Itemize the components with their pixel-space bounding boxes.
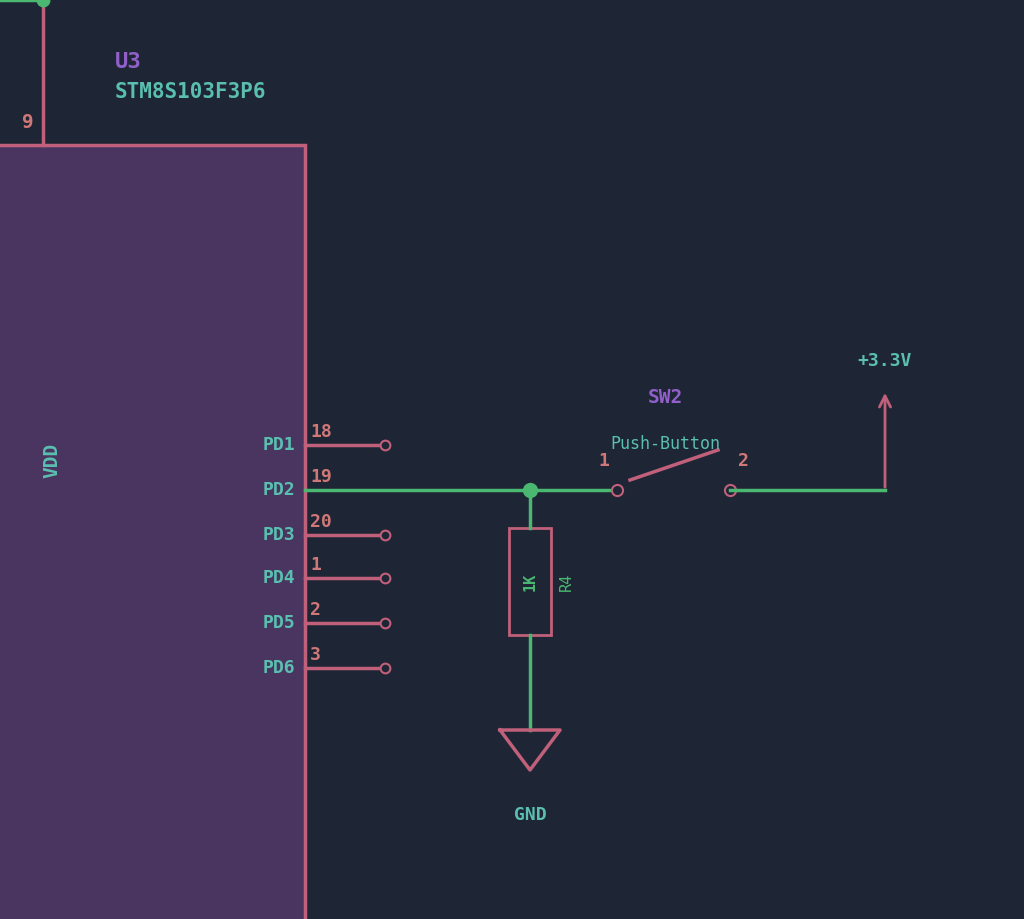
Text: PD2: PD2 <box>262 481 295 499</box>
Text: PD6: PD6 <box>262 659 295 677</box>
Bar <box>0 145 305 919</box>
Text: 1: 1 <box>310 556 321 574</box>
Text: 19: 19 <box>310 468 332 486</box>
Text: 1: 1 <box>598 452 609 470</box>
Text: VDD: VDD <box>43 442 61 478</box>
Text: PD1: PD1 <box>262 436 295 454</box>
Text: GND: GND <box>514 806 547 824</box>
Text: PD3: PD3 <box>262 526 295 544</box>
Text: 2: 2 <box>310 601 321 619</box>
Bar <box>509 528 551 635</box>
Text: STM8S103F3P6: STM8S103F3P6 <box>115 82 266 102</box>
Text: 2: 2 <box>738 452 749 470</box>
Text: U3: U3 <box>115 52 141 72</box>
Text: 18: 18 <box>310 423 332 441</box>
Text: R4: R4 <box>559 573 574 591</box>
Text: 3: 3 <box>310 646 321 664</box>
Text: 1K: 1K <box>522 573 538 591</box>
Text: +3.3V: +3.3V <box>858 352 912 370</box>
Text: 20: 20 <box>310 513 332 531</box>
Text: SW2: SW2 <box>647 388 683 407</box>
Text: PD5: PD5 <box>262 614 295 632</box>
Text: 9: 9 <box>23 112 34 131</box>
Text: Push-Button: Push-Button <box>610 435 720 453</box>
Text: PD4: PD4 <box>262 569 295 587</box>
